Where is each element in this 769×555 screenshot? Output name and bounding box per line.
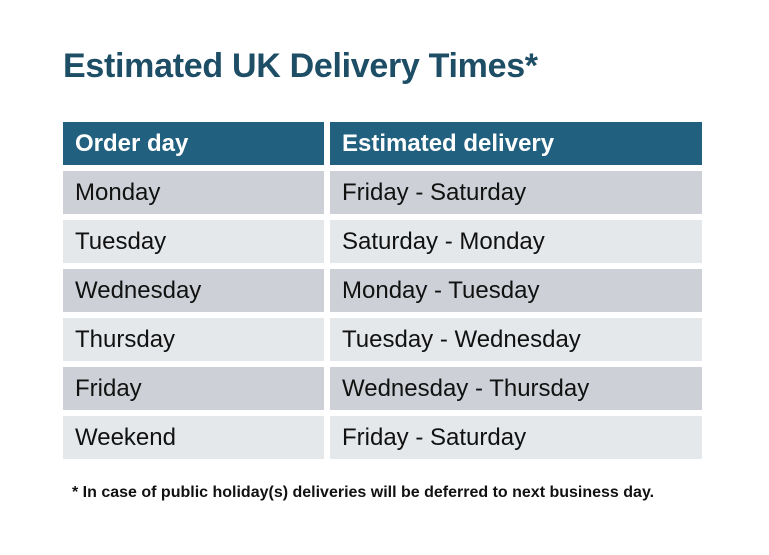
order-day-cell: Wednesday (63, 269, 324, 312)
estimated-delivery-cell: Monday - Tuesday (330, 269, 702, 312)
order-day-cell: Friday (63, 367, 324, 410)
order-day-cell: Weekend (63, 416, 324, 459)
order-day-cell: Thursday (63, 318, 324, 361)
estimated-delivery-cell: Saturday - Monday (330, 220, 702, 263)
estimated-delivery-cell: Wednesday - Thursday (330, 367, 702, 410)
estimated-delivery-cell: Friday - Saturday (330, 416, 702, 459)
estimated-delivery-cell: Tuesday - Wednesday (330, 318, 702, 361)
column-header-order-day: Order day (63, 122, 324, 165)
delivery-times-table: Order day Estimated delivery Monday Frid… (63, 122, 702, 459)
order-day-cell: Tuesday (63, 220, 324, 263)
footnote: * In case of public holiday(s) deliverie… (72, 484, 655, 501)
page-title: Estimated UK Delivery Times* (63, 47, 538, 85)
column-header-estimated-delivery: Estimated delivery (330, 122, 702, 165)
order-day-cell: Monday (63, 171, 324, 214)
estimated-delivery-cell: Friday - Saturday (330, 171, 702, 214)
